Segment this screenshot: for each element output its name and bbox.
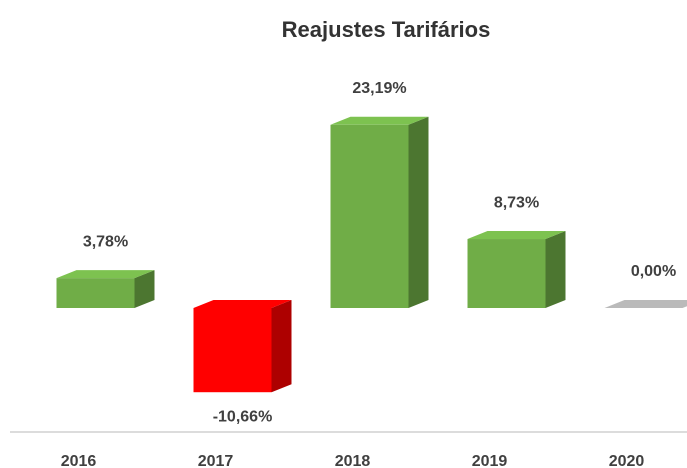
bar-top — [330, 116, 429, 125]
bar-top — [467, 231, 566, 240]
value-label: 23,19% — [352, 80, 406, 97]
bar-side — [271, 300, 292, 393]
bar-top — [56, 270, 155, 279]
value-label: -10,66% — [213, 408, 273, 425]
bar-side — [545, 231, 566, 308]
chart-title: Reajustes Tarifários — [282, 17, 491, 42]
value-label: 8,73% — [494, 194, 539, 211]
x-tick-label: 2019 — [472, 453, 508, 468]
x-tick-label: 2020 — [609, 453, 645, 468]
x-tick-label: 2018 — [335, 453, 371, 468]
bar-top — [604, 300, 687, 308]
value-label: 0,00% — [631, 263, 676, 280]
value-label: 3,78% — [83, 233, 128, 250]
bar — [56, 278, 135, 308]
x-tick-label: 2017 — [198, 453, 234, 468]
bar-top — [193, 300, 292, 308]
bar — [467, 239, 546, 308]
x-tick-label: 2016 — [61, 453, 97, 468]
bar — [193, 308, 272, 393]
bar — [330, 124, 409, 308]
bar-side — [408, 116, 429, 308]
bar-side — [134, 270, 155, 308]
